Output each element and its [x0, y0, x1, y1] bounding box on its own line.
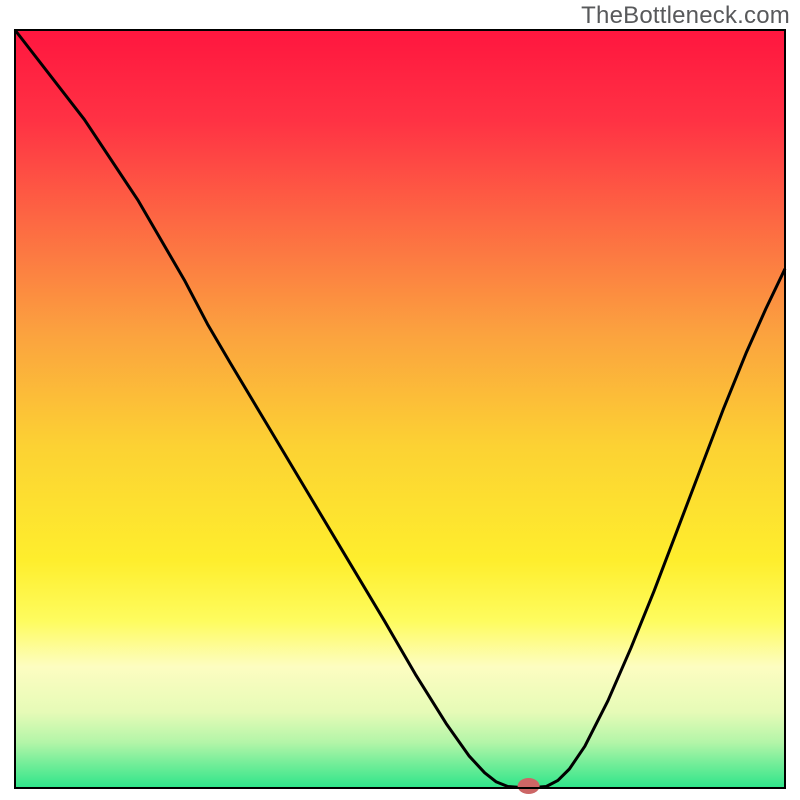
chart-container: TheBottleneck.com	[0, 0, 800, 800]
chart-background	[15, 30, 785, 788]
watermark-text: TheBottleneck.com	[581, 2, 790, 30]
optimal-point-marker	[518, 778, 540, 794]
bottleneck-chart	[0, 0, 800, 800]
